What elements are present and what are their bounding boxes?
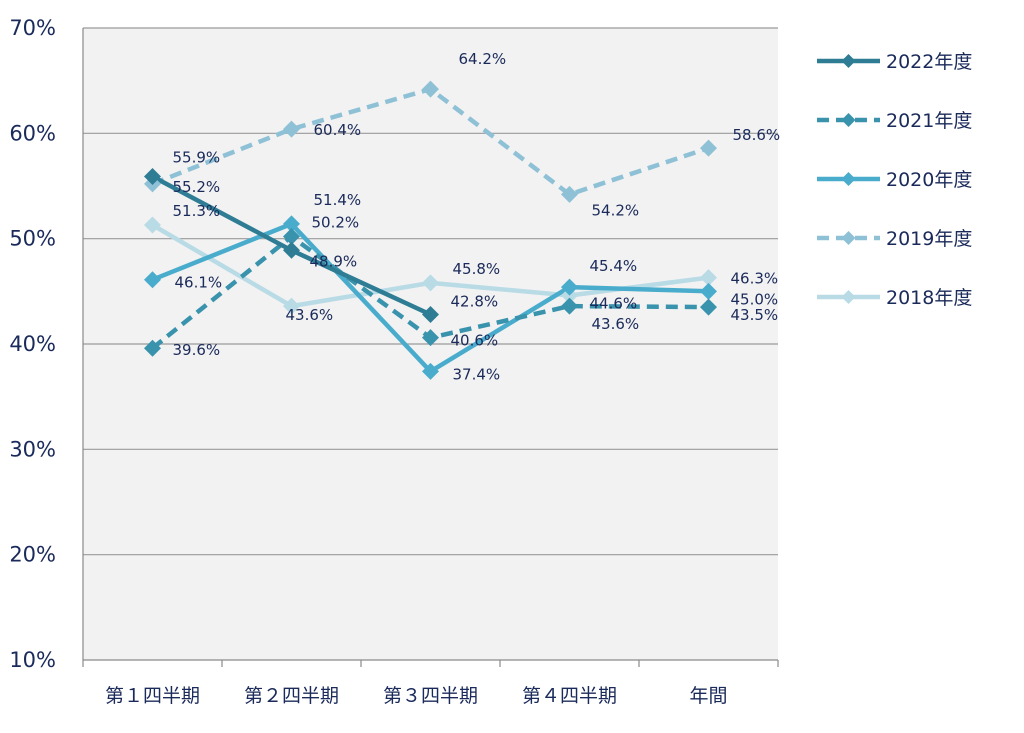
data-point-marker — [283, 228, 300, 246]
x-tick-label: 第３四半期 — [383, 685, 478, 707]
y-tick-label: 40% — [9, 332, 56, 356]
data-point-marker — [283, 241, 300, 259]
y-tick-label: 20% — [9, 543, 56, 567]
legend-label: 2020年度 — [886, 169, 972, 191]
data-label: 43.6% — [286, 306, 334, 324]
data-label: 43.6% — [592, 315, 640, 333]
data-label: 42.8% — [451, 293, 499, 311]
data-point-marker — [422, 362, 439, 380]
data-label: 45.0% — [731, 290, 779, 308]
legend-marker — [841, 54, 856, 68]
y-tick-label: 10% — [9, 648, 56, 672]
data-label: 54.2% — [592, 201, 640, 219]
data-label: 64.2% — [459, 50, 507, 68]
series-markers — [144, 80, 717, 380]
data-point-marker — [700, 269, 717, 287]
data-point-marker — [283, 120, 300, 138]
data-point-marker — [283, 215, 300, 233]
legend-marker — [841, 172, 856, 186]
legend: 2022年度 2021年度 2020年度 2019年度 2018年度 — [817, 51, 972, 309]
data-point-marker — [422, 329, 439, 347]
data-point-marker — [561, 185, 578, 203]
data-point-marker — [422, 274, 439, 292]
data-label: 43.5% — [731, 306, 779, 324]
data-point-marker — [422, 306, 439, 324]
data-point-marker — [422, 80, 439, 98]
y-tick-label: 30% — [9, 437, 56, 461]
data-label: 60.4% — [314, 121, 362, 139]
y-tick-label: 60% — [9, 121, 56, 145]
data-label: 51.3% — [173, 202, 221, 220]
y-tick-label: 50% — [9, 227, 56, 251]
data-label: 50.2% — [312, 214, 360, 232]
data-label: 44.6% — [590, 295, 638, 313]
data-point-marker — [700, 298, 717, 316]
x-tick-label: 第１四半期 — [105, 685, 200, 707]
legend-label: 2021年度 — [886, 110, 972, 132]
data-label: 45.8% — [453, 260, 501, 278]
data-point-marker — [561, 297, 578, 315]
data-point-marker — [144, 216, 161, 234]
legend-marker — [841, 231, 856, 245]
data-point-marker — [144, 168, 161, 186]
data-point-marker — [144, 339, 161, 357]
data-label: 46.3% — [731, 270, 779, 288]
data-label: 58.6% — [733, 126, 781, 144]
data-point-marker — [700, 139, 717, 157]
data-label: 51.4% — [314, 191, 362, 209]
data-label: 46.1% — [175, 274, 223, 292]
x-tick-label: 第４四半期 — [522, 685, 617, 707]
data-point-marker — [144, 271, 161, 289]
legend-marker — [841, 290, 856, 304]
legend-marker — [841, 113, 856, 127]
axes: 10% 20% 30% 40% 50% 60% 70% 第１四半期 第２四半期 第３四半期 第４四半… — [9, 16, 779, 707]
data-label: 40.6% — [451, 332, 499, 350]
legend-label: 2018年度 — [886, 287, 972, 309]
data-label: 45.4% — [590, 257, 638, 275]
data-label: 55.9% — [173, 149, 221, 167]
data-point-marker — [700, 282, 717, 300]
data-point-marker — [561, 278, 578, 296]
x-tick-label: 第２四半期 — [244, 685, 339, 707]
data-label: 55.2% — [173, 178, 221, 196]
x-tick-label: 年間 — [689, 685, 727, 707]
data-labels: 51.3% 43.6% 45.8% 44.6% 46.3% 55.2% 60.4% 64.2%… — [173, 50, 781, 383]
legend-label: 2019年度 — [886, 228, 972, 250]
data-label: 37.4% — [453, 365, 501, 383]
legend-label: 2022年度 — [886, 51, 972, 73]
data-point-marker — [283, 297, 300, 315]
data-label: 39.6% — [173, 341, 221, 359]
data-label: 48.9% — [310, 252, 358, 270]
y-tick-label: 70% — [9, 16, 56, 40]
